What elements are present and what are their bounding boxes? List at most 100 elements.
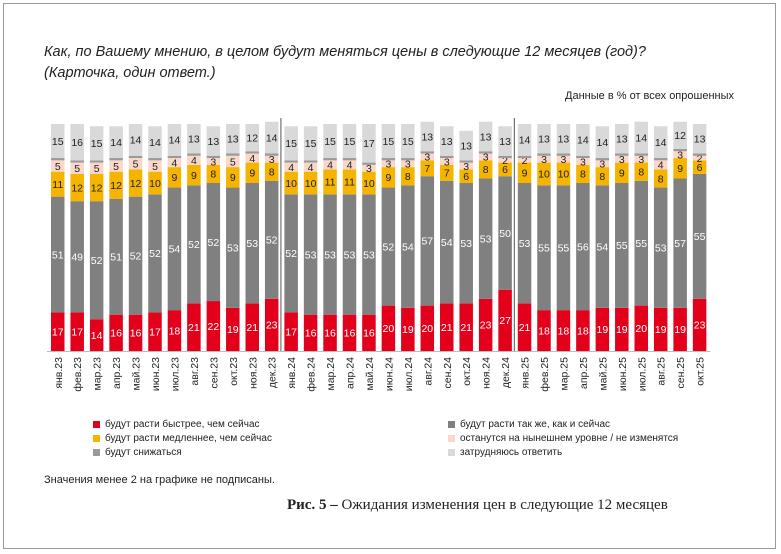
bar-segment-s0-33 [692, 298, 707, 351]
x-tick-label-19: авг.24 [422, 357, 434, 386]
data-label-s5-20: 13 [441, 136, 453, 148]
data-label-s2-6: 9 [172, 172, 178, 184]
data-label-s2-28: 8 [599, 171, 605, 183]
data-label-s2-18: 8 [405, 171, 411, 183]
x-tick-label-28: май.25 [597, 357, 609, 391]
x-tick-label-2: мар.23 [92, 357, 104, 391]
data-label-s0-31: 19 [655, 324, 667, 336]
data-label-s3-15: 4 [347, 160, 353, 172]
x-tick-label-26: мар.25 [558, 357, 570, 391]
caption-text: Ожидания изменения цен в следующие 12 ме… [337, 497, 668, 513]
bar-segment-s4-23 [498, 155, 512, 159]
bar-segment-s0-22 [478, 298, 493, 351]
x-tick-label-31: авг.25 [656, 357, 668, 386]
bar-segment-s2-3 [109, 171, 123, 199]
bar-segment-s3-30 [634, 155, 648, 163]
bar-segment-s0-15 [342, 314, 357, 351]
data-label-s3-0: 5 [55, 161, 61, 173]
data-label-s3-8: 3 [210, 156, 216, 168]
data-label-s2-14: 11 [325, 177, 336, 189]
bar-segment-s2-1 [70, 173, 84, 202]
bar-segment-s2-16 [362, 171, 376, 195]
x-tick-label-8: сен.23 [208, 357, 220, 389]
bar-segment-s3-19 [420, 153, 435, 161]
bar-segment-s5-30 [634, 121, 648, 154]
data-label-s2-3: 12 [110, 180, 122, 192]
bar-segment-s1-23 [498, 176, 512, 290]
bar-segment-s3-29 [615, 155, 629, 163]
data-label-s5-1: 16 [71, 137, 83, 149]
bar-segment-s3-13 [303, 162, 318, 172]
data-label-s2-5: 10 [149, 178, 161, 190]
bar-segment-s4-0 [51, 158, 65, 161]
bar-segment-s5-33 [692, 124, 707, 154]
data-label-s2-15: 11 [344, 177, 355, 189]
bar-segment-s4-14 [323, 158, 337, 161]
data-label-s3-5: 5 [152, 161, 158, 173]
data-label-s3-1: 5 [74, 163, 80, 175]
bar-segment-s1-30 [634, 180, 648, 306]
bar-segment-s2-31 [653, 169, 668, 188]
bar-segment-s2-17 [381, 167, 396, 188]
x-tick-label-6: июл.23 [169, 357, 181, 391]
bar-segment-s4-9 [226, 153, 240, 156]
chart-title-line2: (Карточка, один ответ.) [44, 65, 216, 81]
bar-segment-s2-10 [245, 162, 259, 184]
data-label-s0-1: 17 [71, 327, 83, 339]
data-label-s0-13: 16 [305, 328, 317, 340]
data-label-s0-8: 22 [208, 321, 220, 333]
bar-segment-s5-24 [517, 124, 532, 156]
data-label-s1-21: 53 [460, 238, 472, 250]
bar-segment-s3-33 [692, 155, 707, 161]
data-label-s0-27: 18 [577, 325, 589, 337]
bar-segment-s5-18 [401, 124, 415, 159]
data-label-s1-18: 54 [402, 241, 414, 253]
data-label-s2-2: 12 [91, 182, 103, 194]
bar-segment-s4-8 [206, 155, 221, 159]
bar-segment-s3-7 [187, 155, 201, 165]
bar-segment-s1-32 [673, 178, 687, 308]
bar-segment-s3-26 [556, 155, 571, 163]
data-label-s1-24: 53 [519, 238, 531, 250]
bar-segment-s1-9 [226, 187, 240, 308]
bar-segment-s2-28 [595, 167, 610, 186]
data-label-s1-0: 51 [52, 249, 64, 261]
bar-segment-s1-29 [615, 183, 629, 308]
x-tick-label-20: сен.24 [442, 357, 454, 389]
bar-segment-s1-12 [284, 194, 298, 313]
data-label-s0-24: 21 [519, 322, 531, 334]
data-label-s0-7: 21 [188, 322, 200, 334]
bar-segment-s1-1 [70, 201, 84, 313]
data-label-s2-8: 8 [210, 169, 216, 181]
data-label-s0-11: 23 [266, 320, 278, 332]
data-label-s3-33: 2 [697, 153, 703, 165]
data-label-s2-19: 7 [424, 163, 430, 175]
bar-segment-s5-10 [245, 124, 259, 152]
bar-segment-s2-14 [323, 169, 337, 195]
legend-label-4: останутся на нынешнем уровне / не изменя… [460, 433, 679, 444]
data-label-s5-32: 12 [674, 130, 686, 142]
bar-segment-s2-2 [89, 173, 104, 202]
data-label-s3-9: 5 [230, 156, 236, 168]
bar-segment-s5-28 [595, 126, 610, 159]
x-tick-label-32: сен.25 [675, 357, 687, 389]
bar-segment-s5-32 [673, 121, 687, 149]
x-tick-label-11: дек.23 [267, 357, 279, 388]
bar-segment-s4-27 [576, 155, 590, 159]
data-label-s1-31: 53 [655, 243, 667, 255]
bar-segment-s2-13 [303, 171, 318, 195]
bar-segment-s5-22 [478, 121, 493, 152]
x-tick-label-1: фев.23 [72, 357, 84, 392]
data-label-s2-26: 10 [558, 169, 570, 181]
data-label-s1-20: 54 [441, 237, 453, 249]
data-label-s3-18: 3 [405, 159, 411, 171]
bar-segment-s4-11 [264, 153, 279, 156]
data-label-s2-20: 7 [444, 168, 450, 180]
data-label-s0-5: 17 [149, 327, 161, 339]
data-label-s3-2: 5 [94, 163, 100, 175]
data-label-s5-23: 13 [499, 136, 511, 148]
data-label-s2-1: 12 [71, 182, 83, 194]
data-label-s5-9: 13 [227, 134, 239, 146]
data-label-s0-32: 19 [674, 324, 686, 336]
bar-segment-s0-13 [303, 314, 318, 351]
